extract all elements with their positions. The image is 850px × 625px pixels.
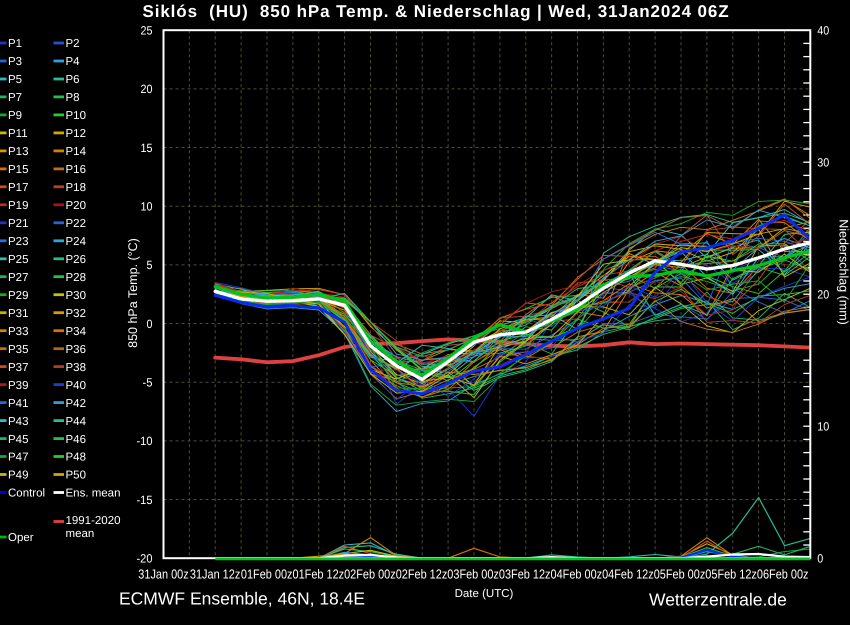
svg-text:-10: -10 xyxy=(137,434,153,448)
svg-text:Wetterzentrale.de: Wetterzentrale.de xyxy=(649,590,787,610)
svg-text:P35: P35 xyxy=(8,344,28,356)
svg-text:31Jan 12z: 31Jan 12z xyxy=(190,567,240,582)
svg-text:1991-2020: 1991-2020 xyxy=(66,515,121,527)
svg-text:ECMWF Ensemble, 46N, 18.4E: ECMWF Ensemble, 46N, 18.4E xyxy=(119,589,365,609)
svg-text:02Feb 12z: 02Feb 12z xyxy=(396,567,448,582)
svg-text:P4: P4 xyxy=(66,56,81,68)
svg-text:30: 30 xyxy=(817,156,829,170)
svg-text:P50: P50 xyxy=(66,470,86,482)
svg-text:40: 40 xyxy=(817,24,829,38)
svg-text:P36: P36 xyxy=(66,344,86,356)
svg-text:P19: P19 xyxy=(8,200,28,212)
svg-text:mean: mean xyxy=(66,528,95,540)
svg-text:P32: P32 xyxy=(66,308,86,320)
svg-text:P26: P26 xyxy=(66,254,86,266)
svg-text:P17: P17 xyxy=(8,182,28,194)
svg-text:P8: P8 xyxy=(66,92,80,104)
svg-text:P40: P40 xyxy=(66,380,86,392)
svg-text:P43: P43 xyxy=(8,416,28,428)
svg-text:05Feb 00z: 05Feb 00z xyxy=(654,567,706,582)
svg-text:P3: P3 xyxy=(8,56,22,68)
svg-text:P28: P28 xyxy=(66,272,86,284)
svg-text:P44: P44 xyxy=(66,416,87,428)
svg-text:P16: P16 xyxy=(66,164,86,176)
svg-text:P1: P1 xyxy=(8,38,22,50)
svg-text:P5: P5 xyxy=(8,74,22,86)
svg-text:P30: P30 xyxy=(66,290,86,302)
svg-text:Date (UTC): Date (UTC) xyxy=(455,588,514,600)
svg-text:P47: P47 xyxy=(8,452,28,464)
svg-text:P33: P33 xyxy=(8,326,28,338)
svg-text:P10: P10 xyxy=(66,110,86,122)
svg-text:P38: P38 xyxy=(66,362,86,374)
svg-text:10: 10 xyxy=(141,200,153,214)
svg-text:850 hPa Temp. (°C): 850 hPa Temp. (°C) xyxy=(126,238,140,348)
svg-text:04Feb 00z: 04Feb 00z xyxy=(551,567,603,582)
svg-text:P27: P27 xyxy=(8,272,28,284)
svg-text:0: 0 xyxy=(147,317,153,331)
svg-text:Oper: Oper xyxy=(8,532,34,544)
svg-text:25: 25 xyxy=(141,24,153,38)
svg-text:P49: P49 xyxy=(8,470,28,482)
svg-text:P29: P29 xyxy=(8,290,28,302)
svg-text:P12: P12 xyxy=(66,128,86,140)
svg-text:P46: P46 xyxy=(66,434,86,446)
svg-text:P31: P31 xyxy=(8,308,28,320)
svg-text:Ens. mean: Ens. mean xyxy=(66,488,121,500)
svg-text:01Feb 12z: 01Feb 12z xyxy=(293,567,345,582)
svg-text:P20: P20 xyxy=(66,200,86,212)
svg-text:P37: P37 xyxy=(8,362,28,374)
svg-text:5: 5 xyxy=(147,258,153,272)
svg-text:P42: P42 xyxy=(66,398,86,410)
svg-text:P39: P39 xyxy=(8,380,28,392)
svg-text:P11: P11 xyxy=(8,128,28,140)
svg-text:Niederschlag (mm): Niederschlag (mm) xyxy=(837,219,850,325)
svg-text:P41: P41 xyxy=(8,398,28,410)
svg-text:P23: P23 xyxy=(8,236,28,248)
svg-text:P9: P9 xyxy=(8,110,22,122)
svg-text:P7: P7 xyxy=(8,92,22,104)
svg-text:P21: P21 xyxy=(8,218,28,230)
svg-text:15: 15 xyxy=(141,141,153,155)
svg-text:P14: P14 xyxy=(66,146,87,158)
svg-text:P45: P45 xyxy=(8,434,28,446)
svg-text:0: 0 xyxy=(817,552,823,566)
svg-text:P48: P48 xyxy=(66,452,86,464)
svg-text:P18: P18 xyxy=(66,182,86,194)
svg-text:P13: P13 xyxy=(8,146,28,158)
svg-text:03Feb 00z: 03Feb 00z xyxy=(447,567,499,582)
svg-text:-5: -5 xyxy=(143,376,153,390)
svg-text:-20: -20 xyxy=(137,552,153,566)
svg-text:20: 20 xyxy=(141,82,153,96)
svg-text:-15: -15 xyxy=(137,493,153,507)
svg-text:Control: Control xyxy=(8,488,45,500)
svg-text:P22: P22 xyxy=(66,218,86,230)
svg-text:P15: P15 xyxy=(8,164,28,176)
svg-text:05Feb 12z: 05Feb 12z xyxy=(705,567,757,582)
svg-text:20: 20 xyxy=(817,288,829,302)
svg-text:03Feb 12z: 03Feb 12z xyxy=(499,567,551,582)
svg-text:06Feb 00z: 06Feb 00z xyxy=(757,567,809,582)
svg-text:04Feb 12z: 04Feb 12z xyxy=(602,567,654,582)
svg-text:P34: P34 xyxy=(66,326,87,338)
svg-text:Siklós (HU) 850 hPa Temp. &: Siklós (HU) 850 hPa Temp. & Niederschlag… xyxy=(142,2,729,21)
svg-text:P6: P6 xyxy=(66,74,80,86)
svg-text:10: 10 xyxy=(817,420,829,434)
svg-text:02Feb 00z: 02Feb 00z xyxy=(344,567,396,582)
svg-text:01Feb 00z: 01Feb 00z xyxy=(241,567,293,582)
svg-text:P2: P2 xyxy=(66,38,80,50)
svg-text:P25: P25 xyxy=(8,254,28,266)
svg-text:P24: P24 xyxy=(66,236,87,248)
svg-text:31Jan 00z: 31Jan 00z xyxy=(138,567,188,582)
